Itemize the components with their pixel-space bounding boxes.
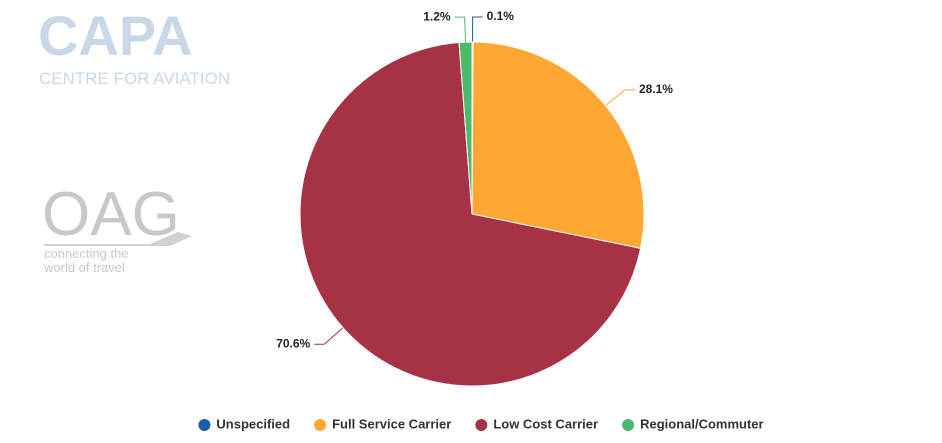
legend-marker	[475, 419, 488, 431]
data-label: 1.2%	[423, 9, 451, 23]
legend-marker	[622, 419, 635, 431]
logo-oag: OAG	[42, 180, 180, 249]
leader-line	[472, 16, 483, 43]
legend: Unspecified Full Service Carrier Low Cost …	[198, 416, 764, 431]
data-label: 0.1%	[487, 9, 515, 23]
logo-capa-sub: CENTRE FOR AVIATION	[39, 69, 230, 88]
legend-label: Regional/Commuter	[640, 416, 764, 431]
legend-label: Unspecified	[216, 416, 290, 431]
leader-line	[314, 327, 344, 345]
legend-label: Full Service Carrier	[332, 416, 451, 431]
data-label: 28.1%	[639, 82, 673, 96]
legend-label: Low Cost Carrier	[493, 416, 598, 431]
logo-plane	[44, 232, 192, 246]
legend-marker	[314, 419, 327, 431]
pie-slice	[458, 41, 473, 215]
logo-capa: CAPA	[38, 4, 193, 67]
pie-slice	[471, 41, 645, 249]
data-label: 70.6%	[276, 336, 310, 350]
legend-marker	[198, 419, 211, 431]
logo-oag-sub: world of travel	[43, 260, 125, 275]
pie: 0.1% 28.1% 70.6% 1.2%	[276, 9, 673, 387]
leader-line	[454, 16, 467, 43]
leader-line	[605, 89, 635, 107]
logo-oag-sub: connecting the	[44, 246, 129, 261]
